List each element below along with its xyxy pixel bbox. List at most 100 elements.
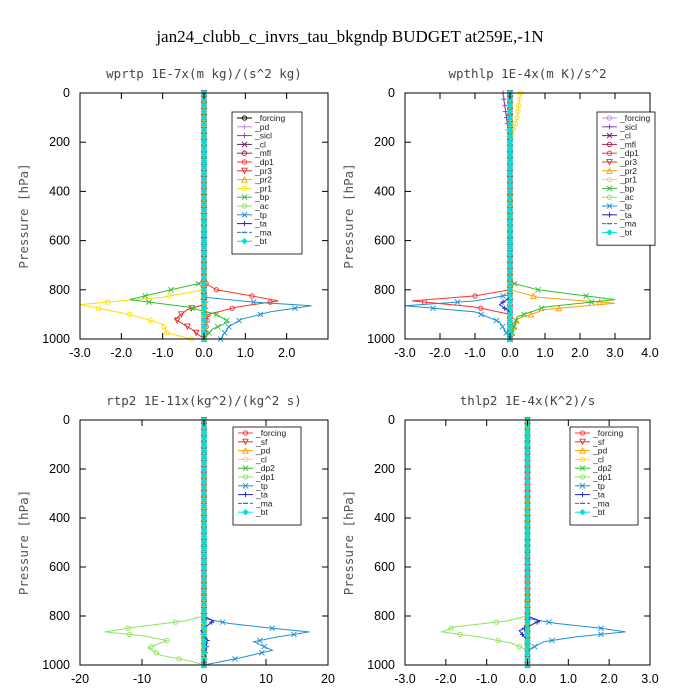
legend-label: _tp	[255, 481, 268, 491]
legend-label: _ta	[255, 490, 268, 500]
legend-label: _pr1	[254, 183, 272, 193]
y-tick-label: 0	[63, 86, 70, 100]
y-tick-label: 800	[49, 283, 70, 297]
data-point	[506, 108, 514, 115]
data-point	[524, 539, 531, 546]
legend-marker	[241, 133, 248, 139]
legend-label: _pr3	[619, 157, 637, 167]
data-point	[493, 317, 500, 324]
data-point	[200, 625, 208, 632]
data-point	[200, 429, 208, 436]
data-point	[200, 594, 208, 601]
data-point	[493, 619, 500, 625]
legend-marker	[579, 438, 586, 446]
data-point	[200, 545, 208, 552]
data-point	[200, 218, 208, 226]
legend-marker	[579, 508, 586, 516]
data-point	[200, 132, 208, 140]
legend-label: _pr2	[619, 166, 637, 176]
data-point	[200, 194, 208, 201]
data-point	[506, 151, 514, 158]
legend-marker	[242, 492, 249, 498]
legend-marker	[606, 124, 613, 130]
data-point	[200, 539, 208, 546]
data-point	[514, 114, 520, 121]
data-point	[200, 606, 208, 614]
data-point	[209, 619, 215, 625]
data-point	[269, 625, 276, 632]
data-point	[524, 569, 531, 577]
data-point	[200, 520, 208, 528]
y-tick-label: 1000	[42, 658, 70, 672]
data-point	[524, 551, 531, 558]
data-point	[535, 286, 541, 293]
data-point	[200, 200, 208, 207]
data-point	[195, 280, 202, 287]
data-point	[200, 268, 208, 275]
data-point	[200, 138, 208, 146]
data-point	[232, 655, 238, 662]
series-line	[439, 420, 528, 665]
legend-label: _sicl	[619, 122, 637, 132]
data-point	[500, 293, 506, 299]
y-tick-label: 600	[374, 560, 395, 574]
y-tick-label: 200	[374, 462, 395, 476]
x-tick-label: 3.0	[606, 346, 623, 360]
legend-label: _pr1	[619, 175, 637, 185]
legend-label: _ta	[254, 219, 267, 229]
data-point	[200, 114, 208, 121]
y-tick-label: 800	[374, 283, 395, 297]
data-point	[530, 292, 537, 299]
data-point	[524, 612, 531, 620]
legend-marker	[242, 430, 249, 436]
legend-marker	[241, 115, 248, 121]
data-point	[200, 292, 208, 300]
data-point	[200, 120, 208, 127]
legend-marker	[241, 175, 248, 183]
data-point	[200, 102, 208, 109]
legend-label: _ma	[592, 498, 610, 508]
data-point	[524, 606, 531, 614]
data-point	[506, 298, 514, 306]
legend-label: _cl	[254, 139, 266, 149]
x-tick-label: 0.0	[501, 346, 518, 360]
data-point	[583, 293, 590, 299]
data-point	[200, 508, 208, 516]
data-point	[200, 305, 208, 312]
data-point	[516, 102, 522, 108]
data-point	[555, 304, 563, 312]
data-point	[258, 649, 265, 656]
data-point	[142, 293, 149, 299]
data-point	[200, 108, 208, 115]
data-point	[430, 305, 436, 312]
data-point	[200, 231, 208, 238]
data-point	[292, 305, 298, 312]
data-point	[200, 631, 208, 638]
data-point	[200, 280, 208, 287]
y-tick-label: 400	[374, 184, 395, 198]
data-point	[200, 323, 208, 330]
data-point	[506, 323, 514, 330]
x-tick-label: 10	[259, 672, 273, 686]
data-point	[524, 557, 531, 565]
data-point	[200, 182, 208, 189]
data-point	[200, 237, 208, 244]
data-point	[148, 643, 154, 650]
data-point	[506, 286, 514, 294]
data-point	[524, 625, 531, 632]
x-tick-label: -1.0	[152, 346, 174, 360]
legend-label: _bp	[619, 183, 634, 193]
y-tick-label: 400	[374, 511, 395, 525]
legend-marker	[606, 212, 613, 218]
legend-label: _mfl	[254, 148, 271, 158]
data-point	[176, 656, 182, 662]
data-point	[200, 255, 208, 263]
data-point	[200, 471, 208, 479]
legend-label: _ma	[619, 219, 637, 229]
data-point	[524, 459, 531, 467]
data-point	[524, 533, 531, 540]
x-tick-label: -10	[133, 672, 151, 686]
legend-label: _ma	[255, 498, 273, 508]
data-point	[200, 311, 208, 318]
